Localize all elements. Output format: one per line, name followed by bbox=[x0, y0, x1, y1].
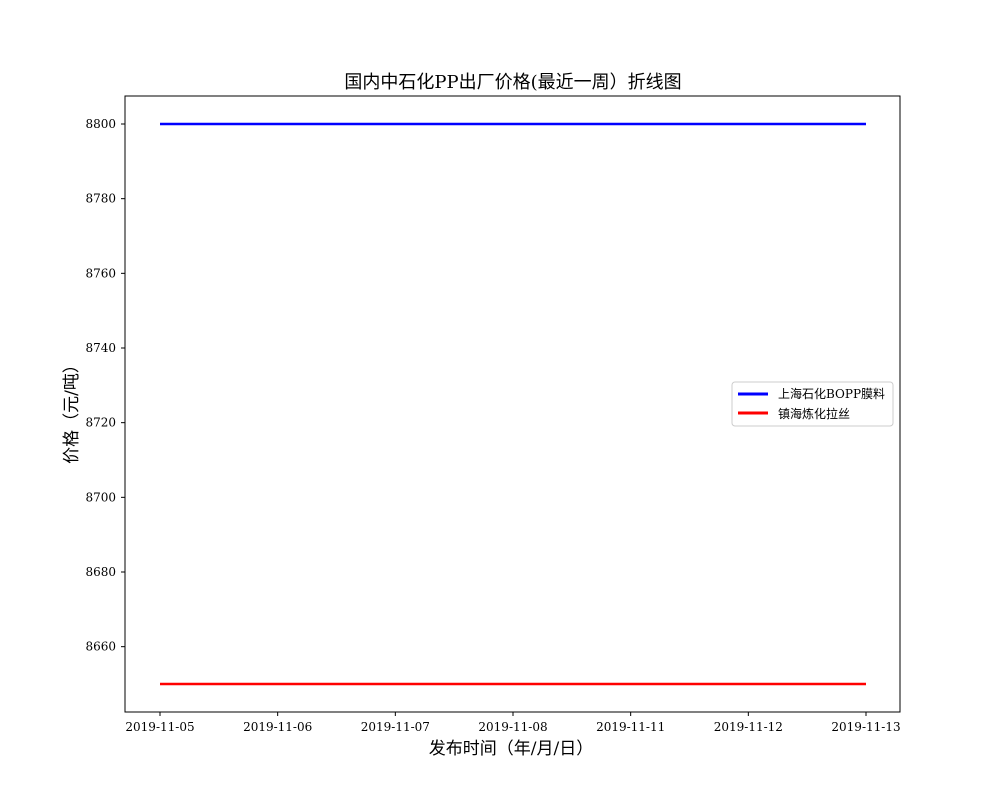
series-layer bbox=[160, 122, 866, 686]
y-tick-label: 8760 bbox=[85, 266, 116, 280]
legend-label-shanghai-bopp: 上海石化BOPP膜料 bbox=[778, 386, 885, 401]
x-tick-label: 2019-11-07 bbox=[361, 720, 430, 734]
x-tick-label: 2019-11-05 bbox=[125, 720, 194, 734]
y-tick-label: 8740 bbox=[85, 341, 116, 355]
x-tick-label: 2019-11-06 bbox=[243, 720, 312, 734]
y-tick-label: 8700 bbox=[85, 490, 116, 504]
y-tick-label: 8660 bbox=[85, 640, 116, 654]
y-axis-label: 价格（元/吨） bbox=[62, 356, 82, 464]
x-tick-label: 2019-11-12 bbox=[714, 720, 783, 734]
y-tick-label: 8800 bbox=[85, 117, 116, 131]
x-axis-ticks: 2019-11-05 2019-11-06 2019-11-07 2019-11-08… bbox=[125, 712, 901, 734]
legend-box bbox=[731, 381, 894, 427]
y-tick-label: 8720 bbox=[85, 416, 116, 430]
y-tick-label: 8680 bbox=[85, 565, 116, 579]
chart-title: 国内中石化PP出厂价格(最近一周）折线图 bbox=[344, 72, 681, 93]
y-axis-ticks: 8660 8680 8700 8720 8740 8760 8780 8800 bbox=[85, 117, 125, 654]
x-tick-label: 2019-11-11 bbox=[596, 720, 665, 734]
x-axis-label: 发布时间（年/月/日） bbox=[429, 739, 593, 759]
x-tick-label: 2019-11-08 bbox=[478, 720, 547, 734]
y-tick-label: 8780 bbox=[85, 192, 116, 206]
legend: 上海石化BOPP膜料 镇海炼化拉丝 bbox=[731, 381, 894, 427]
legend-label-zhenhai-lasi: 镇海炼化拉丝 bbox=[778, 406, 850, 421]
x-tick-label: 2019-11-13 bbox=[831, 720, 900, 734]
